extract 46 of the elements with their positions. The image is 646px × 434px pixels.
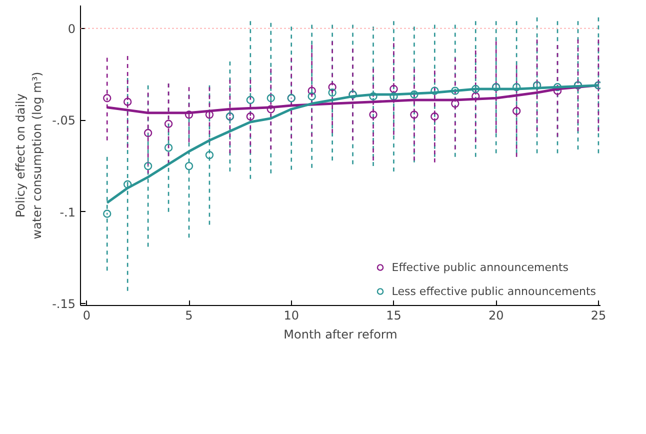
point	[308, 86, 316, 95]
point	[123, 98, 132, 106]
point	[164, 120, 173, 128]
point	[410, 110, 418, 119]
y-axis-title: Policy effect on daily water consumption (log m³)	[13, 72, 44, 240]
point	[266, 94, 275, 102]
x-tick-label: 0	[82, 308, 90, 322]
y-tick-label: 0	[68, 22, 76, 36]
x-tick-label: 20	[488, 308, 504, 322]
point	[123, 180, 132, 188]
x-tick-label: 15	[386, 308, 402, 322]
point	[144, 128, 152, 138]
point	[164, 144, 173, 152]
point	[246, 96, 255, 104]
point	[266, 105, 275, 114]
point	[451, 86, 460, 95]
point	[308, 92, 316, 100]
point	[103, 94, 112, 102]
point	[184, 110, 194, 119]
x-axis-title: Month after reform	[284, 328, 398, 342]
point	[328, 88, 336, 97]
y-tick-label: -.15	[52, 297, 76, 312]
point	[410, 90, 418, 99]
point	[103, 210, 112, 218]
point	[512, 83, 521, 92]
point	[369, 110, 378, 119]
legend-label: Effective public announcements	[392, 260, 569, 274]
x-tick-label: 10	[284, 308, 300, 322]
point	[512, 106, 521, 116]
point	[246, 112, 255, 121]
point	[184, 162, 194, 170]
point	[472, 84, 480, 94]
point	[144, 162, 152, 170]
y-tick-label: -.05	[52, 114, 76, 128]
point	[369, 92, 378, 100]
point	[390, 92, 398, 100]
legend-label: Less effective public announcements	[392, 284, 596, 298]
point	[205, 150, 214, 160]
y-tick-label: -.1	[60, 205, 76, 220]
point	[390, 84, 398, 94]
point	[430, 112, 439, 121]
x-tick-label: 25	[590, 308, 606, 322]
point	[430, 86, 439, 95]
x-tick-label: 5	[185, 308, 193, 322]
point	[472, 92, 480, 100]
point	[328, 83, 336, 92]
